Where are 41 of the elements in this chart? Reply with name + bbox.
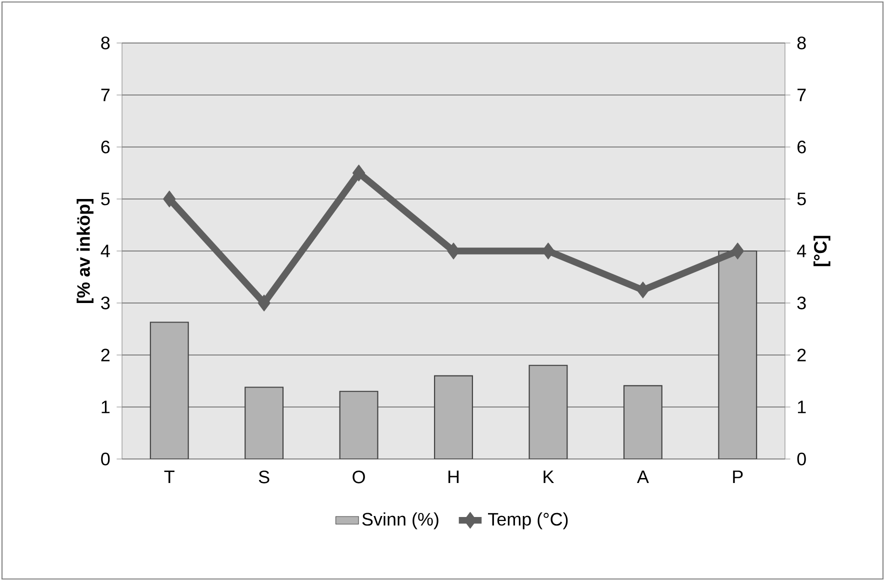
- y2-tick-label: 0: [797, 452, 806, 466]
- y-tick-label: 3: [101, 296, 110, 310]
- y2-tick-label: 3: [797, 296, 806, 310]
- y-tick-label: 8: [101, 36, 110, 50]
- y2-tick-label: 6: [798, 140, 806, 154]
- bar: [718, 250, 758, 459]
- legend-label: Svinn (%): [362, 512, 438, 530]
- y2-axis-title: [°C]: [814, 236, 830, 266]
- x-tick-label: K: [544, 470, 554, 483]
- x-tick-label: T: [164, 470, 174, 483]
- y-axis-title: [% av inköp]: [76, 199, 94, 303]
- y-tick-label: 5: [101, 192, 110, 206]
- y2-tick-label: 4: [797, 244, 806, 258]
- point: [731, 242, 744, 260]
- y-tick-label: 4: [100, 244, 110, 258]
- x-tick-label: A: [636, 470, 649, 483]
- point: [352, 164, 366, 182]
- bar: [244, 386, 284, 459]
- x-tick-label: P: [733, 470, 743, 483]
- y2-tick-label: 8: [797, 36, 806, 50]
- y-tick-label: 0: [101, 452, 110, 466]
- y2-tick-label: 2: [797, 348, 806, 362]
- y-tick-label: 2: [101, 348, 110, 362]
- x-tick-label: O: [352, 470, 365, 484]
- bar: [339, 390, 378, 459]
- x-tick-label: S: [258, 470, 270, 484]
- x-tick-label: H: [448, 470, 459, 483]
- bar: [434, 375, 473, 459]
- legend-label: Temp (°C): [488, 512, 568, 530]
- point: [636, 282, 650, 298]
- point: [163, 190, 176, 208]
- point: [258, 294, 270, 312]
- y2-tick-label: 1: [798, 400, 806, 414]
- y-tick-label: 7: [101, 88, 110, 102]
- y2-tick-label: 5: [797, 192, 806, 206]
- y2-tick-label: 7: [798, 88, 806, 102]
- y-tick-label: 1: [102, 400, 110, 414]
- y-tick-label: 6: [101, 140, 110, 154]
- bar: [150, 322, 189, 459]
- bar: [623, 385, 662, 459]
- bar: [528, 364, 568, 459]
